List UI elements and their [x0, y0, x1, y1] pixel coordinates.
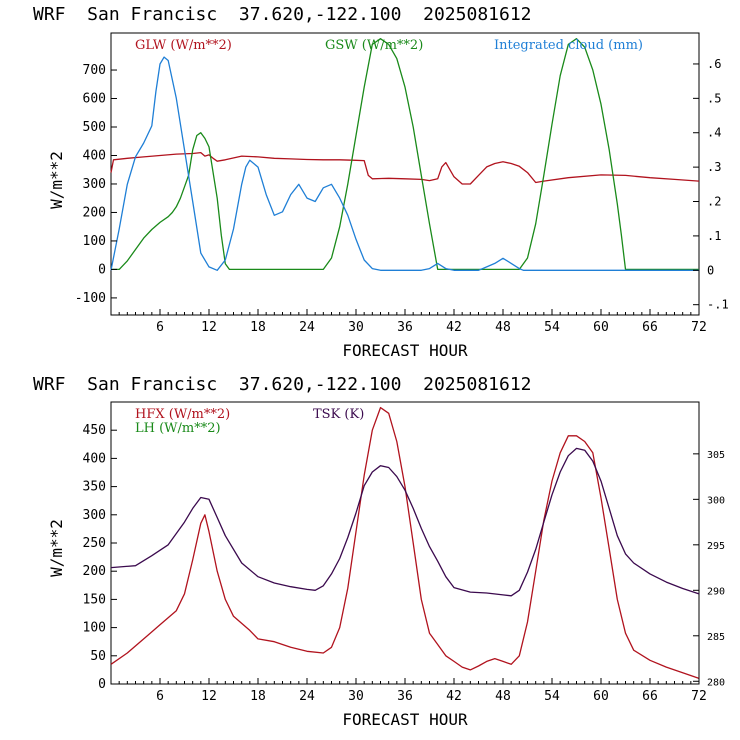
chart2-y2-tick-label: 290: [707, 586, 725, 597]
chart1-series-gsw-line: [111, 38, 699, 271]
chart1-y-tick-label: 400: [83, 148, 106, 163]
chart1-y2-tick-label: .1: [707, 229, 721, 243]
chart1-y-tick-label: 100: [83, 234, 106, 249]
chart2-x-tick-label: 18: [250, 689, 266, 704]
chart1-legend-cloud: Integrated cloud (mm): [494, 38, 643, 53]
chart1-title: WRF San Francisc 37.620,-122.100 2025081…: [33, 4, 532, 25]
chart2-y-tick-label: 450: [83, 423, 106, 438]
chart2-y-tick-label: 300: [83, 508, 106, 523]
chart2-y2-tick-label: 295: [707, 541, 725, 552]
chart1-y2-tick-label: .6: [707, 57, 721, 71]
chart2-y-tick-label: 150: [83, 592, 106, 607]
chart1-y2-tick-label: -.1: [707, 298, 729, 312]
chart1-y2-tick-label: 0: [707, 263, 714, 277]
chart2-x-tick-label: 54: [544, 689, 560, 704]
chart1-y2-tick-label: .2: [707, 195, 721, 209]
chart2-y-tick-label: 50: [90, 649, 106, 664]
chart1-x-tick-label: 24: [299, 320, 315, 335]
chart2-y-axis-label: W/m**2: [47, 519, 66, 577]
chart1-y2-tick-label: .3: [707, 160, 721, 174]
chart2-title: WRF San Francisc 37.620,-122.100 2025081…: [33, 374, 532, 395]
chart2-legend-tsk: TSK (K): [313, 407, 364, 422]
chart2-x-tick-label: 24: [299, 689, 315, 704]
chart1-x-tick-label: 36: [397, 320, 413, 335]
chart1-x-tick-label: 54: [544, 320, 560, 335]
chart2-y-tick-label: 100: [83, 621, 106, 636]
chart1-y-tick-label: 700: [83, 63, 106, 78]
chart2-x-tick-label: 42: [446, 689, 462, 704]
chart1-legend-glw: GLW (W/m**2): [135, 38, 232, 53]
chart1-ticks: 6 12 18 24 30 36 42 48 54 60 66 72 -100 0 100 200 300 400…: [75, 57, 729, 335]
chart1-y-tick-label: 200: [83, 205, 106, 220]
chart2-plot-frame: [110, 401, 700, 685]
chart1-x-tick-label: 48: [495, 320, 511, 335]
chart2-y2-tick-label: 300: [707, 495, 725, 506]
chart1-y-tick-label: 500: [83, 120, 106, 135]
chart1-y2-tick-label: .5: [707, 91, 721, 105]
chart2-legend-lh: LH (W/m**2): [135, 421, 221, 436]
chart2-legend-hfx: HFX (W/m**2): [135, 407, 230, 422]
chart1-x-axis-label: FORECAST HOUR: [342, 341, 468, 360]
chart1-plot-frame: [110, 32, 700, 316]
chart2-x-tick-label: 36: [397, 689, 413, 704]
chart1-x-tick-label: 42: [446, 320, 462, 335]
chart1-y-tick-label: 600: [83, 92, 106, 107]
chart1-x-tick-label: 18: [250, 320, 266, 335]
chart2-series-tsk-line: [110, 447, 700, 597]
chart1-legend-gsw: GSW (W/m**2): [325, 38, 423, 53]
chart1-x-tick-label: 30: [348, 320, 364, 335]
chart2-y2-tick-label: 285: [707, 632, 725, 643]
chart1-series-lines: [110, 38, 700, 271]
chart2-x-tick-label: 6: [156, 689, 164, 704]
chart2-series-lines: [110, 406, 700, 680]
chart2-x-tick-label: 66: [642, 689, 658, 704]
chart2-y2-tick-label: 305: [707, 450, 725, 461]
chart2-y-tick-label: 250: [83, 536, 106, 551]
chart2-x-tick-label: 72: [691, 689, 707, 704]
chart1-y-tick-label: 300: [83, 177, 106, 192]
chart1-y-axis-label: W/m**2: [47, 151, 66, 209]
chart2-series-hfx-line: [110, 406, 700, 680]
chart2-x-tick-label: 30: [348, 689, 364, 704]
chart2-y-tick-label: 350: [83, 480, 106, 495]
chart1-y2-tick-label: .4: [707, 126, 721, 140]
chart1-series-integrated-line: [110, 56, 699, 271]
chart2-y-tick-label: 0: [98, 677, 106, 692]
chart2-x-axis-label: FORECAST HOUR: [342, 710, 468, 729]
chart1-y-tick-label: -100: [75, 291, 106, 306]
chart2-x-tick-label: 48: [495, 689, 511, 704]
chart1-y-tick-label: 0: [98, 262, 106, 277]
chart1-x-tick-label: 6: [156, 320, 164, 335]
chart1-x-tick-label: 66: [642, 320, 658, 335]
chart2-x-tick-label: 60: [593, 689, 609, 704]
chart1-x-tick-label: 72: [691, 320, 707, 335]
chart1-x-tick-label: 12: [201, 320, 217, 335]
chart1-series-glw-line: [110, 151, 700, 185]
chart2-x-tick-label: 12: [201, 689, 217, 704]
chart2-ticks: 6 12 18 24 30 36 42 48 54 60 66 72 0 50 100 150 200 250 30…: [83, 423, 726, 704]
chart2-y-tick-label: 400: [83, 451, 106, 466]
chart1-x-tick-label: 60: [593, 320, 609, 335]
chart2-y-tick-label: 200: [83, 564, 106, 579]
chart2-y2-tick-label: 280: [707, 677, 725, 688]
